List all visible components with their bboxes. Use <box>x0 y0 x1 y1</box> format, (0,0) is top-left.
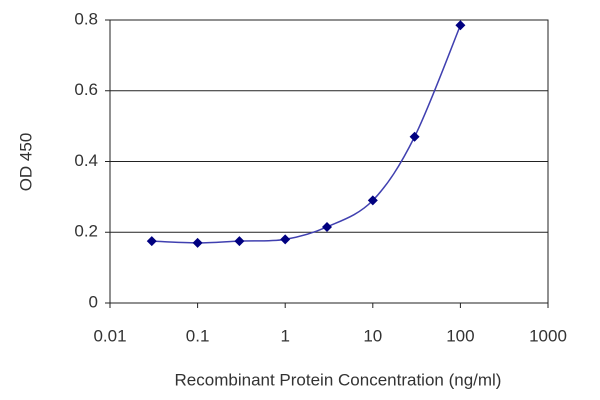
data-point <box>321 221 332 232</box>
y-tick-label: 0.6 <box>74 80 98 99</box>
y-tick-label: 0.8 <box>74 9 98 28</box>
y-axis-label: OD 450 <box>16 133 35 192</box>
y-tick-label: 0 <box>89 292 98 311</box>
x-tick-label: 1000 <box>529 326 567 345</box>
x-tick-label: 10 <box>363 326 382 345</box>
data-point <box>409 131 420 142</box>
plot-frame <box>109 19 549 304</box>
data-point <box>280 234 291 245</box>
x-tick-label: 100 <box>446 326 474 345</box>
y-tick-label: 0.2 <box>74 222 98 241</box>
x-tick-label: 0.01 <box>93 326 126 345</box>
data-point <box>234 236 245 247</box>
x-tick-label: 1 <box>280 326 289 345</box>
data-point <box>367 195 378 206</box>
x-axis-label: Recombinant Protein Concentration (ng/ml… <box>175 370 502 389</box>
data-point <box>455 20 466 31</box>
data-point <box>146 236 157 247</box>
y-tick-label: 0.4 <box>74 151 98 170</box>
data-point <box>192 237 203 248</box>
x-tick-label: 0.1 <box>186 326 210 345</box>
